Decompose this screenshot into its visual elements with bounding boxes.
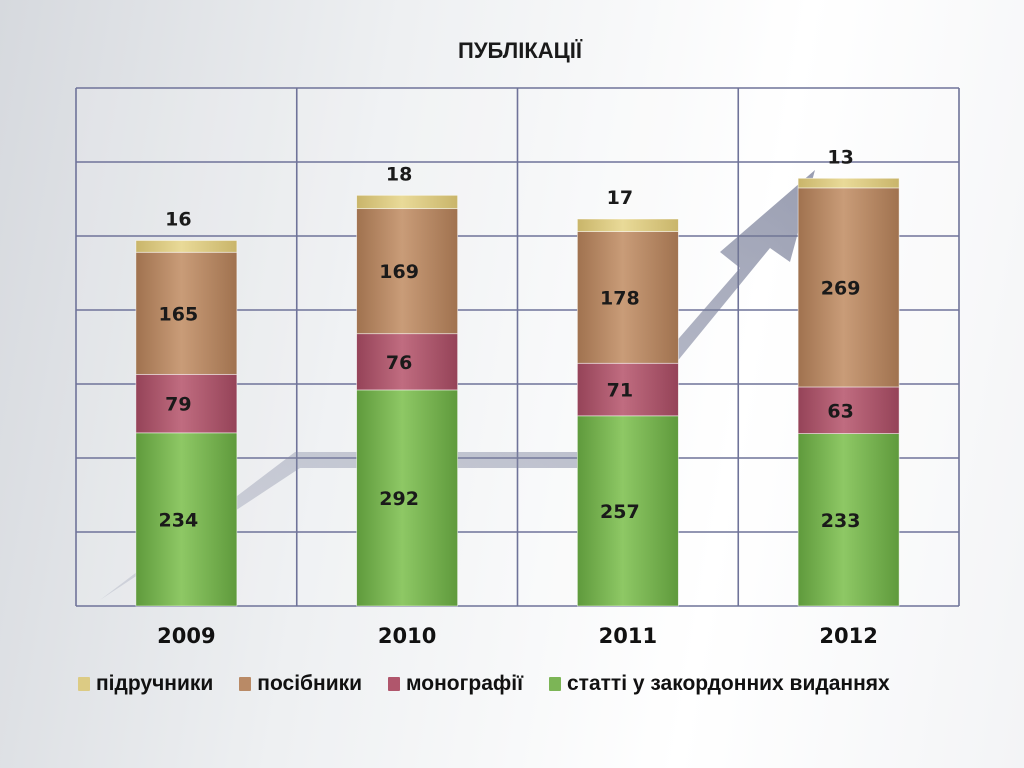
legend-item-підручники: підручники <box>78 672 213 696</box>
value-label: 79 <box>165 394 191 416</box>
legend-label: статті у закордонних виданнях <box>567 672 890 695</box>
bar-підручники-2012 <box>797 177 900 189</box>
bar-посібники-2011 <box>576 231 679 364</box>
bars <box>135 177 900 607</box>
legend-swatch <box>388 677 401 691</box>
value-label: 71 <box>607 380 633 402</box>
legend-swatch <box>239 677 252 691</box>
bar-підручники-2009 <box>135 240 238 253</box>
value-label: 165 <box>159 303 199 325</box>
bar-посібники-2012 <box>797 187 900 388</box>
value-label: 63 <box>827 400 853 422</box>
legend-item-монографії: монографії <box>388 672 523 696</box>
value-labels: 234 79 165 16 292 76 169 18 257 71 178 17 233 63 269 13 <box>159 146 861 532</box>
category-label-2011: 2011 <box>599 624 657 648</box>
value-label: 13 <box>827 146 853 168</box>
bar-підручники-2010 <box>356 194 459 210</box>
value-label: 178 <box>600 287 640 309</box>
category-label-2010: 2010 <box>378 624 436 648</box>
value-label: 234 <box>159 509 199 531</box>
value-label: 76 <box>386 352 412 374</box>
bar-підручники-2011 <box>576 218 679 232</box>
bar-монографії-2009 <box>135 373 238 434</box>
bar-статті-у-закордонних-виданнях-2012 <box>797 433 900 607</box>
category-labels: 2009 2010 2011 2012 <box>157 624 878 648</box>
bar-статті-у-закордонних-виданнях-2010 <box>356 389 459 607</box>
chart-title: ПУБЛІКАЦІЇ <box>458 38 582 63</box>
legend-swatch <box>549 677 561 691</box>
value-label: 17 <box>607 187 633 209</box>
bar-посібники-2010 <box>356 208 459 335</box>
legend-swatch <box>78 677 90 691</box>
legend-label: підручники <box>96 672 214 695</box>
value-label: 18 <box>386 163 412 185</box>
value-label: 257 <box>600 501 640 523</box>
bar-монографії-2010 <box>356 333 459 391</box>
legend-label: посібники <box>257 672 363 695</box>
value-label: 233 <box>821 510 861 532</box>
category-label-2012: 2012 <box>819 624 877 648</box>
category-label-2009: 2009 <box>157 624 215 648</box>
bar-посібники-2009 <box>135 251 238 375</box>
legend-item-статті-у-закордонних-виданнях: статті у закордонних виданнях <box>549 672 890 696</box>
bar-статті-у-закордонних-виданнях-2011 <box>576 415 679 607</box>
value-label: 269 <box>821 277 861 299</box>
legend-label: монографії <box>406 672 523 695</box>
value-label: 292 <box>379 488 419 510</box>
value-label: 169 <box>379 261 419 283</box>
bar-монографії-2012 <box>797 386 900 434</box>
legend: підручники посібники монографії статті у за… <box>78 672 978 696</box>
legend-item-посібники: посібники <box>239 672 362 696</box>
bar-монографії-2011 <box>576 362 679 417</box>
value-label: 16 <box>165 208 191 230</box>
